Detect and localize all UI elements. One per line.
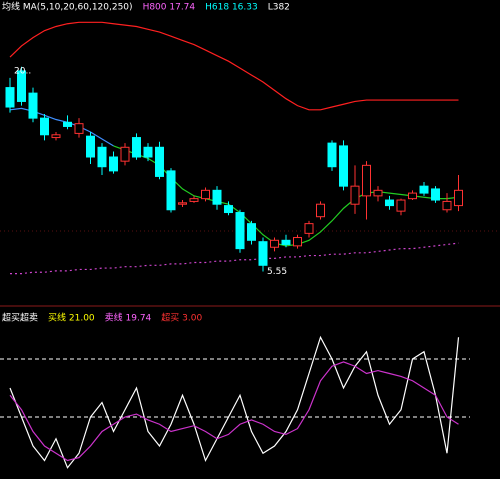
candle-body (270, 239, 279, 248)
candle-body (258, 241, 268, 266)
header-text: 超买 3.00 (161, 312, 202, 324)
header-text: H800 17.74 (143, 3, 196, 13)
candle-body (201, 189, 210, 200)
candle-body (109, 156, 118, 172)
candle-body (339, 145, 348, 187)
header-text: 买线 21.00 (48, 312, 95, 324)
candle-body (385, 199, 394, 207)
candle-body (17, 70, 26, 102)
candle-body (189, 198, 199, 202)
candle-body (431, 188, 440, 201)
candle-body (74, 123, 84, 134)
candle-body (40, 117, 49, 136)
candle-body (281, 239, 291, 245)
candle-body (5, 87, 15, 108)
candle-body (63, 121, 72, 127)
candle-body (350, 185, 360, 205)
header-text: L382 (268, 3, 290, 13)
candle-body (212, 189, 222, 205)
candle-body (373, 189, 383, 197)
candle-body (327, 142, 337, 168)
candle-body (247, 223, 256, 241)
candle-body (304, 223, 314, 234)
candle-body (178, 202, 187, 205)
candle-body (235, 212, 245, 250)
candle-body (408, 192, 417, 200)
indicator-line (9, 21, 459, 111)
candle-body (362, 164, 371, 197)
candle-body (143, 146, 153, 158)
candle-body (454, 189, 463, 207)
candle-body (316, 203, 325, 218)
candle-body (419, 185, 429, 194)
candle-body (442, 200, 452, 211)
price-annotation: 5.55 (267, 267, 287, 277)
price-annotation: 20.. (14, 66, 31, 76)
header-text: H618 16.33 (205, 3, 258, 13)
header-text: 卖线 19.74 (105, 312, 152, 324)
indicator-line (9, 361, 459, 462)
header-text: 超买超卖 (2, 312, 38, 324)
indicator-line (10, 242, 459, 275)
candle-body (86, 135, 95, 158)
candle-body (166, 170, 176, 211)
indicator-line (9, 335, 460, 469)
candle-body (224, 205, 233, 214)
candle-body (293, 237, 302, 247)
candle-body (97, 146, 107, 168)
indicator-line (9, 107, 114, 147)
candle-body (120, 146, 130, 162)
candle-body (396, 199, 406, 212)
candle-body (132, 137, 141, 158)
candle-body (155, 146, 164, 177)
candle-body (51, 134, 61, 139)
header-text: 均线 MA(5,10,20,60,120,250) (2, 1, 133, 13)
candle-body (28, 92, 38, 119)
